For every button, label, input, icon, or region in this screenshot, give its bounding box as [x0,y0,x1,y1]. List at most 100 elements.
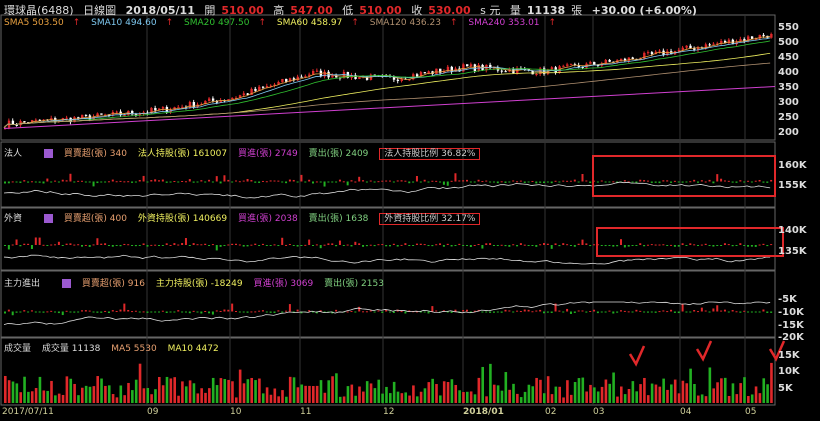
candle [531,70,534,75]
inst-bar [46,178,49,182]
inst-title: 法人 [4,149,23,159]
foreign-bar [242,245,245,247]
major-bar [127,309,130,312]
inst-bar [539,181,542,183]
inst-bar [689,181,692,183]
volume-bar [539,379,542,403]
foreign-bar [165,243,168,245]
inst-bar [92,181,95,187]
inst-ratio: 法人持股比例 36.82% [379,148,481,160]
volume-bar [439,395,442,403]
major-title: 主力進出 [4,279,41,289]
volume-bar [527,384,531,403]
major-bar [620,310,622,312]
volume-bar [408,395,411,403]
foreign-bar [54,244,57,246]
major-bar [446,311,449,313]
foreign-bar [593,244,596,246]
candle [489,64,492,69]
price-tick: 350 [778,82,799,93]
candle [469,64,473,67]
foreign-bar [115,245,118,246]
volume-bar [173,377,176,403]
foreign-ratio: 外資持股比例 32.17% [379,213,481,225]
foreign-bar [261,243,264,245]
inst-bar [481,181,484,183]
volume-bar [396,391,400,403]
foreign-bar [704,243,707,245]
candle [296,76,299,81]
volume-bar [84,385,88,403]
foreign-bar [643,245,646,247]
candle [265,86,269,88]
menu-icon[interactable] [44,149,54,158]
volume-bar [15,383,19,403]
major-bar [546,311,549,313]
candle [596,65,600,67]
inst-bar [315,181,318,183]
close-label: 收 [411,4,423,17]
period[interactable]: 日線圖 [83,4,117,17]
foreign-bar [635,245,638,246]
major-bar [519,311,522,313]
volume-bar [362,391,365,403]
candle [712,43,715,45]
inst-legend: 法人 買賣超(張) 340 法人持股(張) 161007 買進(張) 2749 … [4,146,488,160]
major-bar [585,311,588,313]
volume-bar [762,378,766,403]
major-bar [115,310,118,312]
volume-bar [620,386,623,403]
foreign-bar [50,244,53,246]
inst-bar [204,181,207,183]
sma-line [3,52,771,128]
inst-bar [415,175,418,182]
candle [716,43,719,45]
foreign-bar [620,239,622,245]
foreign-bar [389,245,391,247]
foreign-bar [412,245,415,246]
axis-tick: 160K [778,160,807,171]
menu-icon[interactable] [44,214,54,223]
volume-bar [238,369,242,403]
inst-bar [150,180,153,182]
foreign-bar [435,244,438,246]
foreign-bar [404,243,407,245]
candle [100,113,103,115]
sma-line [3,62,771,128]
major-bar [377,310,380,312]
foreign-bar [154,244,157,246]
candle [285,79,288,82]
foreign-bar [708,245,711,246]
foreign-bar [477,243,480,245]
volume-ma10: MA10 4472 [167,344,219,354]
inst-bar [427,181,430,183]
open-label: 開 [204,4,216,17]
candle [238,95,242,98]
inst-bar [685,181,688,183]
major-bar [512,311,515,313]
volume-bar [319,380,323,403]
volume-bar [312,386,315,403]
volume-bar [292,377,296,403]
menu-icon[interactable] [62,279,72,288]
axis-tick: 5K [778,383,793,394]
major-bar [766,311,769,313]
major-bar [566,308,569,312]
foreign-bar [612,245,615,247]
volume-bar [277,396,280,403]
volume-bar [350,384,354,403]
volume-bar [700,394,704,403]
major-bar [658,311,661,313]
foreign-bar [258,245,261,246]
major-bar [550,311,553,313]
volume-bar [358,386,361,403]
volume-bar [723,377,727,403]
candle [196,104,199,108]
inst-bar [731,181,734,183]
major-bar [408,310,411,312]
inst-bar [192,181,195,183]
inst-bar [338,179,341,182]
candle [308,74,311,77]
inst-bar [492,181,495,183]
volume-value: 11138 [526,4,566,17]
